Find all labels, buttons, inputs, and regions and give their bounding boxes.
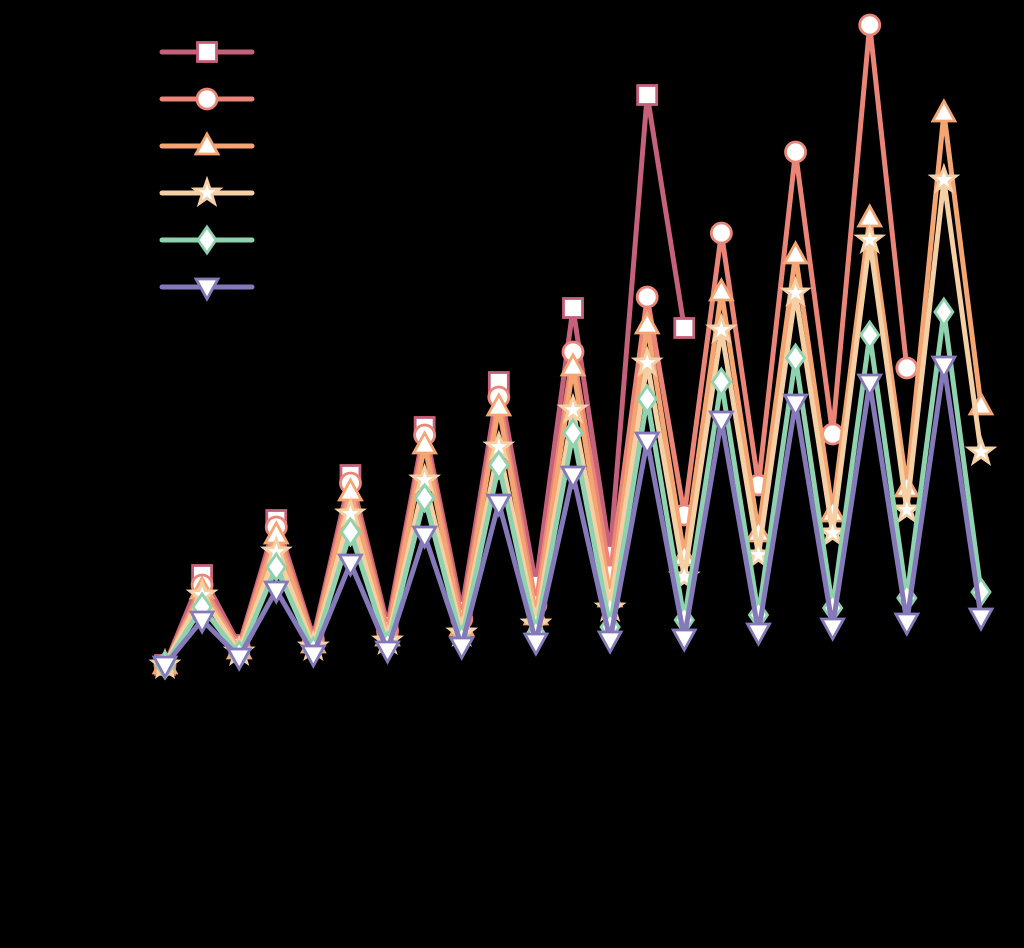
square-marker bbox=[673, 317, 696, 339]
triangle-down-marker bbox=[819, 617, 847, 642]
star-marker bbox=[704, 312, 738, 344]
triangle-down-marker bbox=[411, 525, 439, 550]
triangle-down-marker bbox=[856, 373, 884, 398]
triangle-up-marker bbox=[193, 131, 221, 156]
diamond-marker bbox=[859, 319, 881, 351]
star-marker bbox=[964, 434, 998, 466]
legend bbox=[159, 41, 255, 302]
diamond-marker bbox=[636, 383, 658, 415]
square-marker bbox=[196, 41, 218, 63]
circle-marker bbox=[895, 356, 919, 380]
triangle-down-marker bbox=[596, 630, 624, 655]
star-marker bbox=[853, 222, 887, 254]
triangle-down-marker bbox=[633, 431, 661, 456]
legend-entry-diamond bbox=[159, 224, 255, 256]
triangle-up-marker bbox=[485, 392, 513, 417]
diamond-marker bbox=[562, 417, 584, 449]
diamond-marker bbox=[710, 366, 733, 398]
diamond-marker bbox=[265, 551, 287, 583]
triangle-down-marker bbox=[670, 628, 698, 653]
legend-entry-star bbox=[159, 175, 255, 207]
diamond-marker bbox=[196, 224, 218, 256]
star-marker bbox=[556, 392, 590, 424]
triangle-down-marker bbox=[707, 410, 735, 435]
star-marker bbox=[630, 345, 664, 377]
star-marker bbox=[927, 162, 961, 194]
star-marker bbox=[779, 275, 812, 307]
triangle-down-marker bbox=[262, 580, 290, 605]
triangle-down-marker bbox=[559, 465, 587, 490]
triangle-up-marker bbox=[633, 310, 661, 335]
series-triangle-down bbox=[151, 355, 995, 680]
square-marker bbox=[562, 297, 584, 319]
triangle-up-marker bbox=[930, 98, 958, 123]
circle-marker bbox=[858, 13, 882, 37]
square-marker bbox=[636, 84, 659, 106]
legend-entry-triangle-up bbox=[159, 131, 255, 156]
legend-entry-square bbox=[159, 41, 255, 63]
triangle-down-marker bbox=[967, 607, 995, 632]
triangle-down-marker bbox=[374, 640, 401, 665]
triangle-up-marker bbox=[707, 277, 735, 302]
triangle-up-marker bbox=[782, 240, 809, 265]
circle-marker bbox=[195, 87, 219, 111]
triangle-up-marker bbox=[411, 430, 439, 455]
triangle-down-marker bbox=[893, 612, 921, 637]
triangle-down-marker bbox=[225, 647, 253, 672]
triangle-down-marker bbox=[782, 393, 809, 418]
triangle-down-marker bbox=[337, 553, 364, 578]
circle-marker bbox=[635, 285, 659, 309]
triangle-down-marker bbox=[299, 644, 327, 669]
triangle-down-marker bbox=[745, 622, 772, 647]
diamond-marker bbox=[784, 342, 807, 374]
diamond-marker bbox=[488, 449, 510, 481]
triangle-down-marker bbox=[930, 355, 958, 380]
circle-marker bbox=[784, 140, 807, 164]
triangle-down-marker bbox=[448, 636, 476, 661]
triangle-down-marker bbox=[188, 610, 216, 635]
diamond-marker bbox=[339, 516, 362, 548]
diamond-marker bbox=[933, 296, 955, 328]
star-marker bbox=[190, 175, 224, 207]
triangle-down-marker bbox=[193, 277, 221, 302]
legend-entry-circle bbox=[159, 87, 255, 111]
triangle-up-marker bbox=[559, 352, 587, 377]
triangle-down-marker bbox=[151, 655, 179, 680]
diamond-marker bbox=[413, 482, 436, 514]
circle-marker bbox=[709, 221, 733, 245]
star-marker bbox=[890, 492, 924, 524]
triangle-down-marker bbox=[485, 493, 513, 518]
legend-entry-triangle-down bbox=[159, 277, 255, 302]
triangle-down-marker bbox=[522, 632, 550, 657]
